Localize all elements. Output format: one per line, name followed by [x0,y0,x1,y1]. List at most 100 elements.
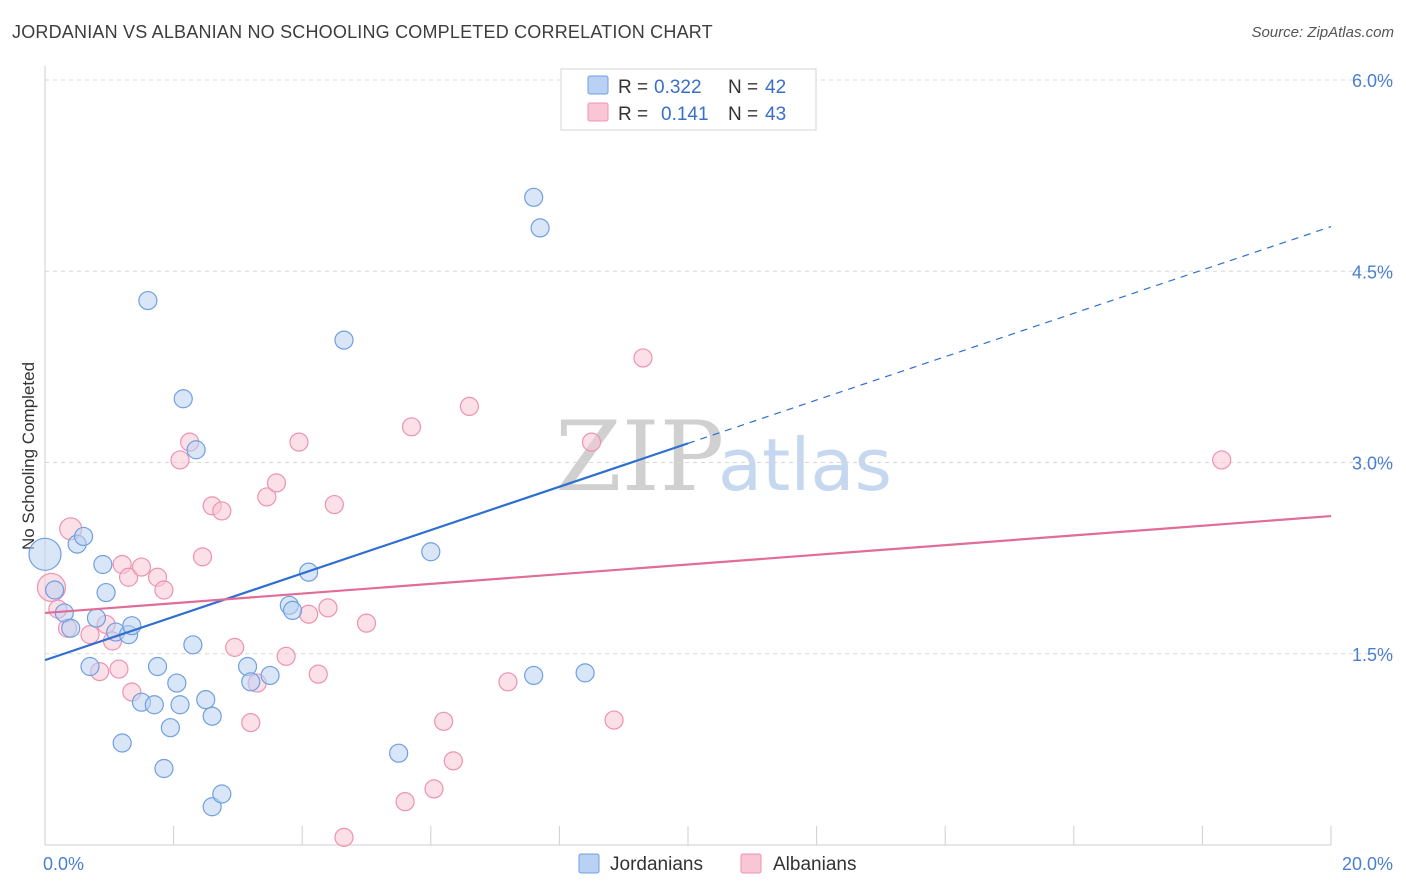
source-credit: Source: ZipAtlas.com [1251,24,1394,41]
albanians-point [109,659,129,679]
jordanians-point [212,784,232,804]
albanians-point [498,672,518,692]
jordanians-point [160,718,180,738]
jordanians-point [202,797,222,817]
series-legend-label-albanians: Albanians [773,854,856,875]
albanians-point [434,711,454,731]
jordanians-point [421,542,441,562]
albanians-point [308,664,328,684]
correlation-legend: R = 0.322 N = 42 R = 0.141 N = 43 [560,68,817,131]
legend-swatch-jordanians [587,75,609,95]
series-legend: Jordanians Albanians [578,853,856,875]
jordanians-point [144,695,164,715]
series-legend-label-jordanians: Jordanians [610,854,703,875]
albanians-point [257,487,277,507]
jordanians-point [154,758,174,779]
watermark-zip: ZIP [555,401,724,513]
y-tick-label: 6.0% [1352,71,1393,91]
jordanians-point [80,656,100,677]
watermark-atlas: atlas [718,423,892,507]
albanians-point [289,432,309,452]
albanians-point [581,432,602,452]
albanians-point [395,792,415,812]
albanians-point [154,580,174,600]
y-tick-labels: 1.5% 3.0% 4.5% 6.0% [1352,71,1393,665]
legend-n-label: N = [728,104,758,125]
albanians-point [299,604,319,624]
jordanians-point [575,663,595,683]
legend-n-label: N = [728,77,758,98]
jordanians-trend-line [44,442,689,662]
series-legend-swatch-albanians [740,853,762,874]
x-tick-labels: 0.0% 20.0% [43,854,1393,874]
trend-lines [44,226,1332,662]
jordanians-point [28,537,62,571]
jordanians-point [282,600,303,621]
axes [44,66,1332,846]
y-tick-label: 4.5% [1352,262,1393,282]
jordanians-point [260,665,280,686]
jordanians-point [389,743,409,763]
jordanians-point [61,618,81,638]
jordanians-point [170,695,190,715]
jordanians-point [186,440,206,460]
jordanians-point [241,672,261,692]
jordanians-point [112,733,132,753]
albanians-point [318,598,338,618]
jordanians-points [28,187,595,817]
albanians-point [276,646,296,666]
jordanians-point [530,218,550,238]
albanians-point [80,625,100,645]
y-tick-label: 1.5% [1352,645,1393,665]
albanians-point [604,710,624,730]
x-tick-label-min: 0.0% [43,854,84,874]
jordanians-point [147,656,168,677]
jordanians-point [45,580,65,600]
albanians-point [334,827,354,847]
jordanians-point [173,389,193,409]
albanians-point [192,547,213,567]
x-tick-label-max: 20.0% [1342,854,1393,874]
jordanians-point [334,330,354,350]
jordanians-point [86,608,107,628]
legend-n-value: 43 [765,104,786,125]
legend-r-label: R = [618,104,648,125]
albanians-point [424,779,444,799]
jordanians-point [73,526,94,547]
albanians-trend-line [44,514,1332,615]
chart-title: JORDANIAN VS ALBANIAN NO SCHOOLING COMPL… [12,22,713,42]
jordanians-point [524,665,544,686]
jordanians-point [167,673,187,693]
legend-r-value: 0.141 [661,104,709,125]
jordanians-trend-line-extension [687,226,1332,444]
y-tick-label: 3.0% [1352,454,1393,474]
albanians-point [131,557,152,577]
albanians-point [633,348,653,368]
albanians-point [212,501,232,521]
gridlines [45,79,1395,655]
legend-n-value: 42 [765,77,786,98]
jordanians-point [138,290,158,311]
legend-swatch-albanians [587,102,609,122]
jordanians-point [96,582,116,603]
jordanians-point [183,635,203,655]
albanians-point [324,494,344,515]
albanians-point [1212,450,1232,470]
albanians-point [459,396,479,416]
albanians-point [401,417,422,437]
albanians-point [241,712,261,733]
jordanians-point [202,706,222,726]
legend-r-label: R = [618,77,648,98]
jordanians-point [93,554,113,575]
albanians-point [266,473,287,493]
albanians-point [118,567,139,587]
albanians-point [356,613,377,633]
albanians-point [443,751,463,771]
jordanians-point [196,690,216,710]
albanians-point [170,450,190,470]
albanians-point [225,637,245,657]
watermark: ZIP atlas [555,401,892,513]
jordanians-point [524,187,544,207]
series-legend-swatch-jordanians [578,853,600,874]
